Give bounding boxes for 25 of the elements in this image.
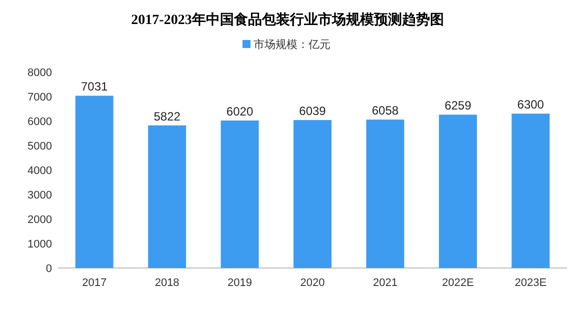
ytick: 4000 [28,165,52,177]
data-label: 7031 [81,80,108,94]
ytick: 2000 [28,214,52,226]
xtick: 2023E [514,277,547,289]
data-label: 6058 [372,104,399,118]
xtick: 2018 [154,277,180,289]
data-label: 6039 [299,104,326,118]
ytick: 1000 [28,238,52,250]
xtick: 2022E [442,277,474,289]
xtick: 2019 [228,277,252,289]
xtick: 2017 [82,277,107,289]
data-label: 6259 [444,98,472,113]
ytick: 0 [46,263,52,275]
data-label: 5822 [154,109,180,124]
data-label: 6020 [226,104,254,118]
ytick: 6000 [28,116,52,128]
xtick: 2021 [372,277,398,289]
ytick: 8000 [28,67,52,79]
ytick: 7000 [28,92,52,104]
ytick: 3000 [28,190,52,202]
legend-label: 市场规模：亿元 [254,39,330,51]
ytick: 5000 [28,140,52,152]
title: 2017-2023年中国食品包装行业市场规模预测趋势图 [131,13,444,28]
xtick: 2020 [300,277,325,289]
data-label: 6300 [517,98,544,112]
